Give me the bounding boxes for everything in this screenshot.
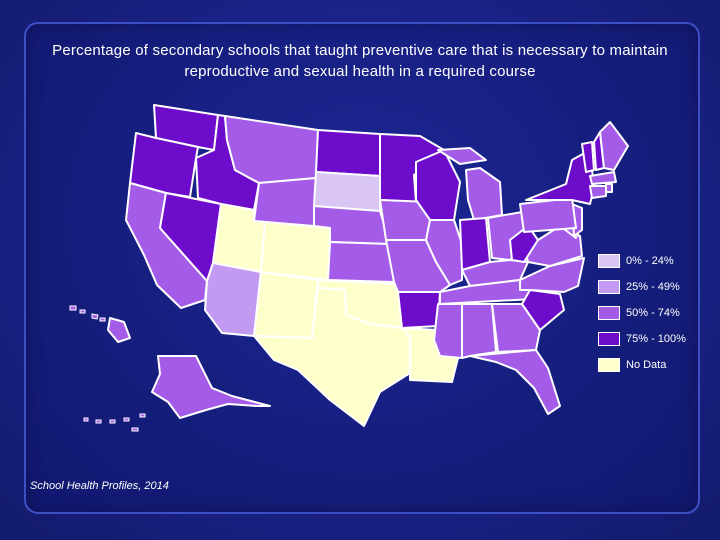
state-mt [224, 115, 319, 184]
state-sc [521, 289, 565, 331]
legend-label: No Data [626, 359, 667, 371]
state-pa [519, 197, 577, 233]
state-vt [581, 141, 595, 173]
state-ks [327, 241, 395, 283]
legend-label: 50% - 74% [626, 307, 680, 319]
state-co [260, 221, 331, 281]
legend-label: 75% - 100% [626, 333, 686, 345]
aleutian-island [123, 417, 130, 422]
state-me [599, 121, 629, 171]
legend-swatch [598, 280, 620, 294]
state-nm [253, 271, 319, 339]
source-citation: School Health Profiles, 2014 [30, 480, 169, 492]
legend-swatch [598, 254, 620, 268]
state-wa [153, 104, 219, 151]
state-ak [151, 355, 271, 419]
page-title: Percentage of secondary schools that tau… [52, 42, 668, 80]
hawaii-island [91, 313, 99, 320]
state-nd [315, 129, 381, 177]
aleutian-island [139, 413, 146, 418]
state-il [425, 219, 463, 286]
aleutian-island [131, 427, 139, 432]
state-in [459, 217, 491, 271]
state-al [461, 303, 497, 359]
legend-swatch [598, 306, 620, 320]
legend-label: 0% - 24% [626, 255, 674, 267]
aleutian-island [109, 419, 116, 424]
legend-label: 25% - 49% [626, 281, 680, 293]
state-va [523, 225, 583, 267]
state-ma [589, 171, 617, 185]
hawaii-island [79, 309, 86, 314]
legend-swatch [598, 358, 620, 372]
state-fl [469, 349, 561, 415]
state-ms [433, 303, 463, 359]
aleutian-island [83, 417, 89, 422]
hawaii-island [99, 317, 106, 322]
state-ar [397, 291, 441, 329]
state-wy [253, 177, 317, 227]
state-ga [491, 303, 541, 353]
hawaii-island [69, 305, 77, 311]
aleutian-island [95, 419, 102, 424]
state-az [204, 262, 262, 337]
legend-swatch [598, 332, 620, 346]
state-ct [589, 185, 607, 199]
state-hi [107, 317, 131, 343]
